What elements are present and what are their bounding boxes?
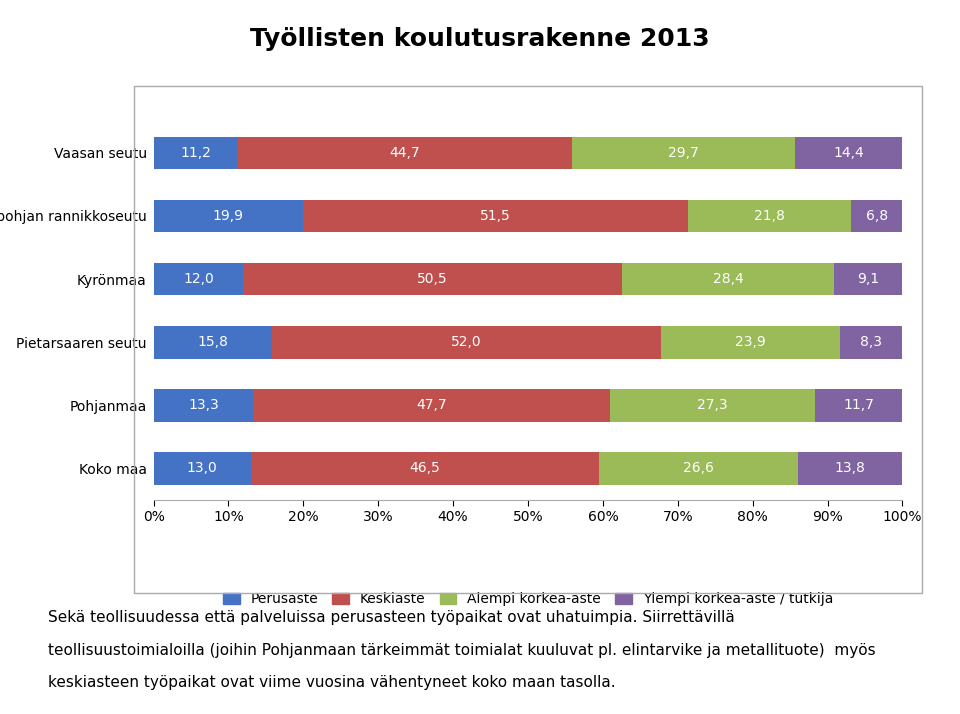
Bar <box>253 389 611 421</box>
Text: 47,7: 47,7 <box>417 398 447 412</box>
Bar <box>840 326 902 358</box>
Bar <box>302 200 688 232</box>
Text: 12,0: 12,0 <box>183 272 214 286</box>
Text: 29,7: 29,7 <box>668 146 699 160</box>
Text: 28,4: 28,4 <box>712 272 743 286</box>
Text: keskiasteen työpaikat ovat viime vuosina vähentyneet koko maan tasolla.: keskiasteen työpaikat ovat viime vuosina… <box>48 675 615 690</box>
Text: 50,5: 50,5 <box>418 272 448 286</box>
Text: 8,3: 8,3 <box>860 335 882 349</box>
Legend: Perusaste, Keskiaste, Alempi korkea-aste, Ylempi korkea-aste / tutkija: Perusaste, Keskiaste, Alempi korkea-aste… <box>223 593 833 606</box>
Text: Työllisten koulutusrakenne 2013: Työllisten koulutusrakenne 2013 <box>251 27 709 51</box>
Bar <box>237 136 572 169</box>
Bar <box>154 452 251 485</box>
Text: 6,8: 6,8 <box>866 209 888 223</box>
Text: 51,5: 51,5 <box>480 209 511 223</box>
Bar <box>154 136 237 169</box>
Text: teollisuustoimialoilla (joihin Pohjanmaan tärkeimmät toimialat kuuluvat pl. elin: teollisuustoimialoilla (joihin Pohjanmaa… <box>48 643 876 658</box>
Bar <box>622 263 834 296</box>
Bar <box>154 263 244 296</box>
Bar <box>799 452 901 485</box>
Text: 13,0: 13,0 <box>187 461 218 476</box>
Text: 9,1: 9,1 <box>857 272 879 286</box>
Text: Sekä teollisuudessa että palveluissa perusasteen työpaikat ovat uhatuimpia. Siir: Sekä teollisuudessa että palveluissa per… <box>48 610 734 625</box>
Text: 23,9: 23,9 <box>735 335 766 349</box>
Text: 46,5: 46,5 <box>410 461 441 476</box>
Text: 26,6: 26,6 <box>684 461 714 476</box>
Text: 11,7: 11,7 <box>843 398 874 412</box>
Text: 13,8: 13,8 <box>834 461 865 476</box>
Bar <box>795 136 902 169</box>
Text: 21,8: 21,8 <box>755 209 785 223</box>
Bar <box>572 136 795 169</box>
Bar <box>688 200 852 232</box>
Text: 52,0: 52,0 <box>451 335 482 349</box>
Bar <box>154 200 302 232</box>
Text: 14,4: 14,4 <box>833 146 864 160</box>
Bar <box>834 263 902 296</box>
Bar <box>852 200 902 232</box>
Bar <box>154 326 272 358</box>
Text: 19,9: 19,9 <box>212 209 244 223</box>
Text: 15,8: 15,8 <box>198 335 228 349</box>
Text: 44,7: 44,7 <box>390 146 420 160</box>
Bar <box>611 389 815 421</box>
Bar <box>661 326 840 358</box>
Text: 27,3: 27,3 <box>697 398 728 412</box>
Bar <box>599 452 799 485</box>
Text: 13,3: 13,3 <box>188 398 219 412</box>
Text: 11,2: 11,2 <box>180 146 211 160</box>
Bar <box>815 389 902 421</box>
Bar <box>244 263 622 296</box>
Bar <box>154 389 253 421</box>
Bar <box>272 326 661 358</box>
Bar <box>251 452 599 485</box>
